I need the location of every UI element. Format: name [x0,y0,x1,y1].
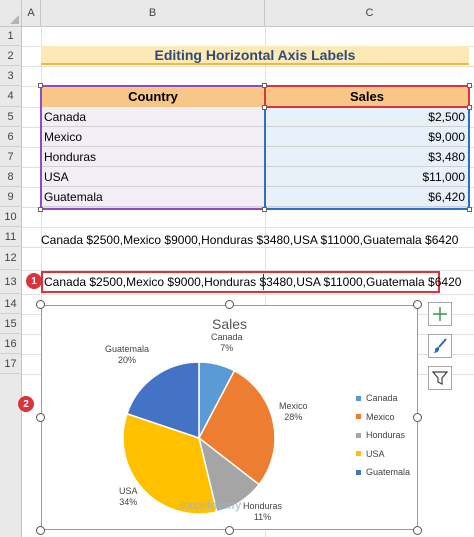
legend-item[interactable]: USA [356,445,410,464]
range-handle[interactable] [467,105,472,110]
chart-resize-handle[interactable] [36,300,45,309]
sheet-title: Editing Horizontal Axis Labels [41,46,469,65]
data-label-guatemala[interactable]: Guatemala 20% [105,344,150,365]
legend-label: USA [366,448,385,459]
step-badge-2: 2 [18,396,34,412]
gridline [22,227,474,228]
chart-filters-button[interactable] [428,366,452,390]
data-label-mexico[interactable]: Mexico 28% [279,401,308,422]
chart-elements-button[interactable] [428,302,452,326]
paintbrush-icon [433,338,447,353]
row-header-16[interactable]: 16 [0,334,22,354]
chart-resize-handle[interactable] [413,526,422,535]
chart-resize-handle[interactable] [36,526,45,535]
header-country: Country [41,86,265,107]
row-header-2[interactable]: 2 [0,46,22,66]
country-cell[interactable]: USA [41,167,265,187]
row-header-8[interactable]: 8 [0,167,22,187]
range-handle[interactable] [38,207,43,212]
column-header-b[interactable]: B [41,0,265,27]
row-header-17[interactable]: 17 [0,354,22,374]
sales-cell[interactable]: $11,000 [265,167,469,187]
legend-swatch [356,469,361,475]
row-header-12[interactable]: 12 [0,247,22,270]
chart-resize-handle[interactable] [225,300,234,309]
row-header-1[interactable]: 1 [0,27,22,46]
chart-resize-handle[interactable] [413,300,422,309]
row-header-9[interactable]: 9 [0,187,22,207]
pie-svg [122,361,276,515]
gridline [22,270,474,271]
chart-styles-button[interactable] [428,334,452,358]
funnel-icon [432,371,448,385]
chart-title[interactable]: Sales [211,316,248,332]
row-header-11[interactable]: 11 [0,227,22,247]
pie-slice-usa[interactable] [122,412,218,515]
row-header-3[interactable]: 3 [0,66,22,86]
pie-chart[interactable]: Sales Canada 7% Mexico 28% Honduras 11% USA… [41,305,418,530]
row-header-4[interactable]: 4 [0,86,22,107]
gridline [22,294,474,295]
header-sales: Sales [265,86,469,107]
range-handle[interactable] [38,83,43,88]
legend-item[interactable]: Mexico [356,408,410,427]
sales-cell[interactable]: $2,500 [265,107,469,127]
legend-swatch [356,395,361,401]
sales-cell[interactable]: $3,480 [265,147,469,167]
legend-label: Canada [366,393,398,404]
range-handle[interactable] [262,105,267,110]
concatenated-text-selected: Canada $2500,Mexico $9000,Honduras $3480… [44,275,462,289]
range-handle[interactable] [262,207,267,212]
legend-item[interactable]: Guatemala [356,463,410,482]
country-cell[interactable]: Canada [41,107,265,127]
select-all-corner[interactable] [0,0,22,27]
column-header-a[interactable]: A [22,0,41,27]
concatenated-text-cell[interactable]: Canada $2500,Mexico $9000,Honduras $3480… [41,233,459,247]
legend-swatch [356,451,361,457]
row-header-14[interactable]: 14 [0,294,22,314]
gridline [22,247,474,248]
row-header-area [0,374,22,537]
pie-slice-mexico[interactable] [198,369,276,486]
row-header-10[interactable]: 10 [0,207,22,227]
data-label-honduras[interactable]: Honduras 11% [243,501,283,522]
chart-resize-handle[interactable] [225,526,234,535]
range-handle[interactable] [467,83,472,88]
legend-item[interactable]: Canada [356,389,410,408]
data-label-canada[interactable]: Canada 7% [211,332,243,353]
country-cell[interactable]: Guatemala [41,187,265,207]
watermark: exceldemy [180,498,242,512]
gridline [22,66,474,67]
text-cursor [263,274,264,290]
column-header-c[interactable]: C [265,0,474,27]
legend-item[interactable]: Honduras [356,426,410,445]
row-header-15[interactable]: 15 [0,314,22,334]
chart-resize-handle[interactable] [413,413,422,422]
range-handle[interactable] [262,83,267,88]
chart-resize-handle[interactable] [36,413,45,422]
pie-slice-guatemala[interactable] [126,361,200,440]
range-handle[interactable] [467,207,472,212]
legend-label: Mexico [366,411,395,422]
plus-icon [433,307,447,321]
row-header-13[interactable]: 13 [0,270,22,294]
legend-swatch [356,414,361,420]
row-header-7[interactable]: 7 [0,147,22,167]
row-header-5[interactable]: 5 [0,107,22,127]
selected-cell[interactable]: Canada $2500,Mexico $9000,Honduras $3480… [41,271,461,293]
legend-label: Guatemala [366,467,411,478]
legend-label: Honduras [366,430,406,441]
row-header-6[interactable]: 6 [0,127,22,147]
data-label-usa[interactable]: USA 34% [119,486,138,507]
chart-legend[interactable]: Canada Mexico Honduras USA Guatemala [356,389,410,482]
sales-cell[interactable]: $6,420 [265,187,469,207]
legend-swatch [356,432,361,438]
country-cell[interactable]: Mexico [41,127,265,147]
step-badge-1: 1 [26,273,42,289]
corner-triangle-icon [10,15,19,24]
gridline [22,207,474,208]
sales-cell[interactable]: $9,000 [265,127,469,147]
country-cell[interactable]: Honduras [41,147,265,167]
